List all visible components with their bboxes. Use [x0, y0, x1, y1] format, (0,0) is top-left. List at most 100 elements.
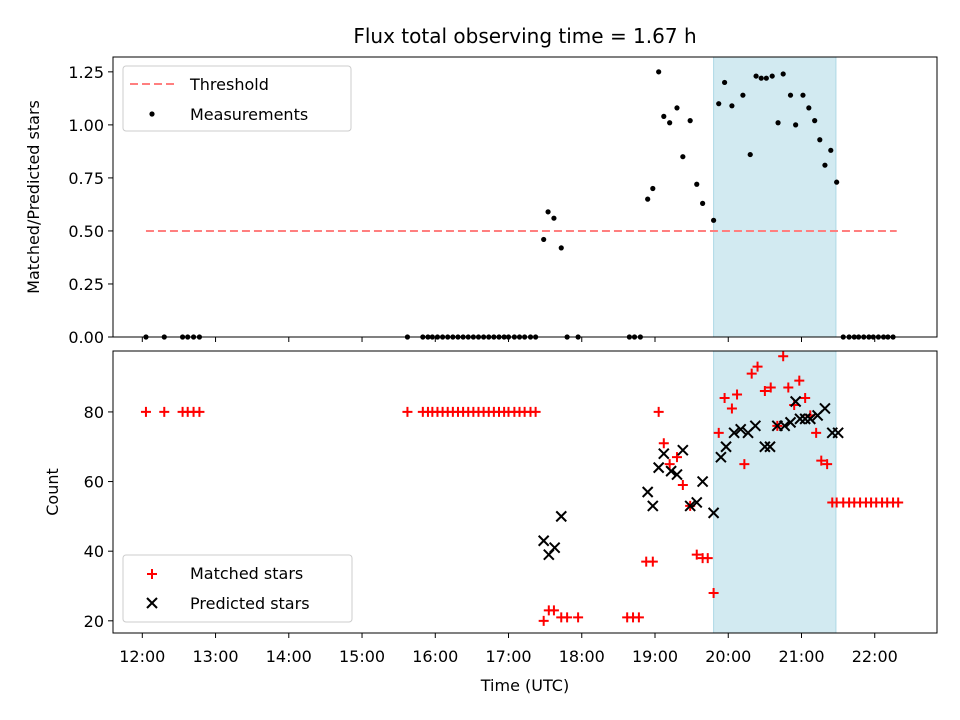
y-tick-label: 1.00 [68, 116, 104, 135]
predicted-stars-point [715, 451, 727, 463]
predicted-stars-point [759, 441, 771, 453]
bottom-y-axis-label: Count [43, 468, 62, 516]
legend-matched-swatch [147, 569, 157, 579]
measurements-point [775, 120, 781, 126]
measurements-point [656, 69, 662, 75]
matched-stars-point [732, 389, 743, 400]
measurements-point [667, 120, 673, 126]
measurements-point [645, 196, 651, 202]
predicted-stars-point [537, 535, 550, 547]
predicted-stars-point [819, 402, 831, 415]
measurements-point [674, 105, 680, 111]
matched-stars-point [633, 612, 644, 623]
y-tick-label: 0.75 [68, 169, 104, 188]
predicted-stars-point [696, 475, 709, 488]
predicted-stars-point [548, 541, 561, 554]
top-legend-box [122, 65, 352, 132]
legend-matched-label: Matched stars [190, 564, 303, 583]
matched-stars-point [159, 406, 170, 417]
x-tick-label: 13:00 [192, 647, 238, 666]
x-tick-label: 21:00 [778, 647, 824, 666]
observing-window-bottom [713, 350, 837, 634]
predicted-stars-point [677, 444, 689, 456]
matched-stars-point [573, 612, 584, 623]
matched-stars-point [759, 386, 770, 397]
y-tick-label: 80 [84, 403, 104, 422]
bottom-plot-frame [112, 350, 938, 634]
top-plot-frame [112, 56, 938, 338]
matched-stars-point [658, 438, 669, 449]
bottom-legend-box [122, 554, 353, 623]
bottom-legend: Matched stars Predicted stars [122, 554, 353, 623]
x-tick-label: 16:00 [412, 647, 458, 666]
matched-stars-point [194, 406, 205, 417]
matched-stars-point [893, 497, 904, 508]
measurements-point [834, 179, 840, 185]
count-points [140, 351, 904, 626]
top-panel: 0.00 0.25 0.50 0.75 1.00 1.25 Matched/Predict… [24, 56, 938, 347]
predicted-stars-point [665, 465, 677, 477]
matched-stars-point [816, 455, 827, 466]
observing-window-top [713, 56, 837, 338]
predicted-stars-point [789, 395, 802, 408]
x-tick-label: 20:00 [705, 647, 751, 666]
legend-measurements-label: Measurements [190, 105, 308, 124]
x-axis-label: Time (UTC) [480, 676, 569, 695]
predicted-stars-point [832, 427, 844, 439]
measurements-point [650, 185, 656, 192]
matched-stars-point [647, 556, 658, 567]
predicted-stars-point [647, 500, 659, 512]
y-tick-label: 1.25 [68, 63, 104, 82]
matched-stars-point [538, 615, 549, 626]
measurements-point [545, 209, 551, 215]
predicted-stars-point [794, 413, 806, 425]
legend-measurements-swatch [149, 111, 155, 117]
measurements-point [787, 92, 794, 98]
matched-stars-point [702, 553, 713, 564]
x-tick-label: 22:00 [852, 647, 898, 666]
measurements-point [828, 147, 834, 153]
measurements-point [817, 137, 823, 143]
x-tick-label: 17:00 [485, 647, 531, 666]
matched-stars-point [653, 406, 664, 417]
y-tick-label: 0.00 [68, 328, 104, 347]
matched-stars-point [691, 549, 702, 560]
predicted-stars-point [734, 423, 747, 436]
matched-stars-point [800, 393, 811, 403]
y-tick-label: 0.50 [68, 222, 104, 241]
measurements-point [558, 245, 564, 251]
matched-stars-point [765, 382, 776, 393]
measurements-point [721, 79, 728, 86]
x-tick-label: 18:00 [559, 647, 605, 666]
predicted-stars-point [707, 507, 720, 519]
matched-stars-point [739, 459, 750, 470]
predicted-stars-point [784, 416, 797, 429]
measurements-point [541, 236, 547, 243]
x-tick-label: 15:00 [339, 647, 385, 666]
matched-stars-point [719, 393, 730, 403]
top-legend: Threshold Measurements [122, 65, 352, 132]
measurements-point [740, 92, 746, 98]
bottom-x-axis: 12:00 13:00 14:00 15:00 16:00 17:00 18:00 19:00… [119, 633, 898, 666]
predicted-stars-point [799, 413, 811, 425]
matched-stars-point [783, 382, 794, 393]
measurements-point [700, 200, 706, 206]
predicted-stars-point [671, 468, 683, 481]
matched-stars-point [402, 406, 413, 417]
legend-predicted-label: Predicted stars [190, 594, 310, 613]
measurements-point [753, 73, 759, 79]
measurements-point [661, 113, 667, 119]
predicted-stars-point [555, 510, 567, 523]
measurements-point [800, 92, 806, 98]
y-tick-label: 60 [84, 473, 104, 492]
predicted-stars-point [658, 447, 670, 460]
y-tick-label: 0.25 [68, 275, 104, 294]
bottom-y-axis: 20 40 60 80 [84, 403, 113, 631]
legend-predicted-swatch [146, 597, 158, 609]
legend-threshold-label: Threshold [189, 75, 269, 94]
measurements-point [812, 118, 818, 124]
matched-stars-point [530, 406, 541, 417]
measurements-point [680, 154, 686, 160]
